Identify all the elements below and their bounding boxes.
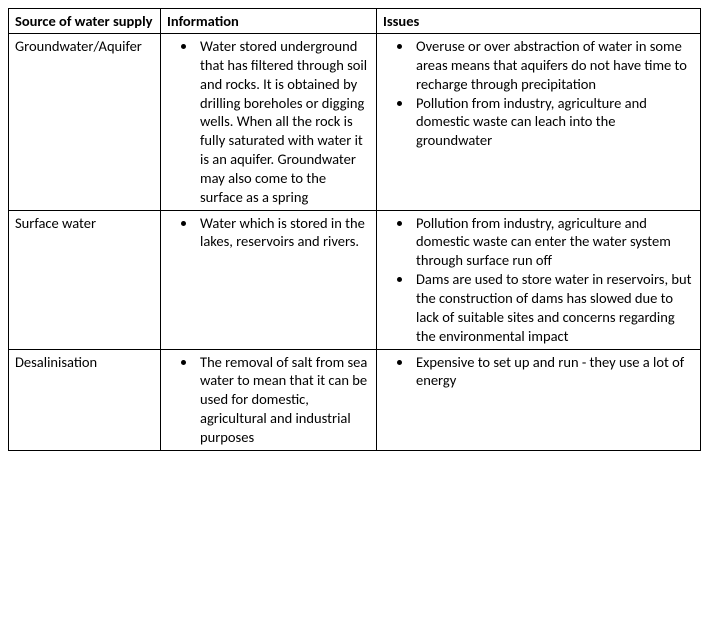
issues-cell: Expensive to set up and run - they use a…: [377, 349, 701, 450]
table-row: Surface water Water which is stored in t…: [9, 210, 701, 349]
info-cell: The removal of salt from sea water to me…: [161, 349, 377, 450]
water-supply-table: Source of water supply Information Issue…: [8, 8, 701, 451]
table-row: Groundwater/Aquifer Water stored undergr…: [9, 34, 701, 211]
list-item: Dams are used to store water in reservoi…: [413, 270, 694, 345]
header-source: Source of water supply: [9, 9, 161, 34]
info-cell: Water which is stored in the lakes, rese…: [161, 210, 377, 349]
table-header-row: Source of water supply Information Issue…: [9, 9, 701, 34]
issues-list: Expensive to set up and run - they use a…: [383, 353, 694, 391]
source-cell: Surface water: [9, 210, 161, 349]
list-item: Pollution from industry, agriculture and…: [413, 94, 694, 151]
info-list: Water which is stored in the lakes, rese…: [167, 214, 370, 252]
list-item: Pollution from industry, agriculture and…: [413, 214, 694, 271]
info-list: Water stored underground that has filter…: [167, 37, 370, 207]
issues-cell: Pollution from industry, agriculture and…: [377, 210, 701, 349]
list-item: Water which is stored in the lakes, rese…: [197, 214, 370, 252]
source-cell: Desalinisation: [9, 349, 161, 450]
source-cell: Groundwater/Aquifer: [9, 34, 161, 211]
issues-list: Overuse or over abstraction of water in …: [383, 37, 694, 150]
table-row: Desalinisation The removal of salt from …: [9, 349, 701, 450]
list-item: The removal of salt from sea water to me…: [197, 353, 370, 447]
header-info: Information: [161, 9, 377, 34]
list-item: Water stored underground that has filter…: [197, 37, 370, 207]
info-cell: Water stored underground that has filter…: [161, 34, 377, 211]
list-item: Overuse or over abstraction of water in …: [413, 37, 694, 94]
list-item: Expensive to set up and run - they use a…: [413, 353, 694, 391]
header-issues: Issues: [377, 9, 701, 34]
issues-cell: Overuse or over abstraction of water in …: [377, 34, 701, 211]
issues-list: Pollution from industry, agriculture and…: [383, 214, 694, 346]
info-list: The removal of salt from sea water to me…: [167, 353, 370, 447]
